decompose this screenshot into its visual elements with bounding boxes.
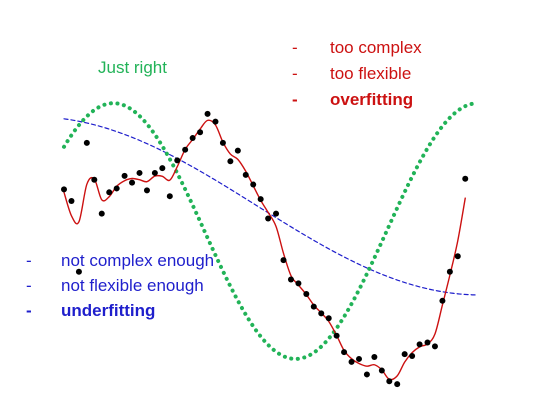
data-point xyxy=(159,165,165,171)
under-dash-2: - xyxy=(26,276,32,296)
data-point xyxy=(99,211,105,217)
data-point xyxy=(364,371,370,377)
data-point xyxy=(250,182,256,188)
data-point xyxy=(129,180,135,186)
data-point xyxy=(386,378,392,384)
data-point xyxy=(61,186,67,192)
data-point xyxy=(439,298,445,304)
data-point xyxy=(318,310,324,316)
data-point xyxy=(394,381,400,387)
over-text-3: overfitting xyxy=(330,90,413,110)
data-point xyxy=(447,269,453,275)
data-point xyxy=(235,148,241,154)
data-point xyxy=(137,170,143,176)
data-point xyxy=(349,359,355,365)
data-point xyxy=(402,351,408,357)
data-point xyxy=(114,185,120,191)
data-point xyxy=(281,257,287,263)
data-point xyxy=(334,333,340,339)
data-point xyxy=(122,173,128,179)
data-point xyxy=(409,353,415,359)
data-point xyxy=(432,343,438,349)
data-point xyxy=(295,280,301,286)
over-text-2: too flexible xyxy=(330,64,411,84)
under-text-1: not complex enough xyxy=(61,251,214,271)
data-point xyxy=(265,215,271,221)
data-point xyxy=(227,158,233,164)
data-point xyxy=(68,198,74,204)
data-point xyxy=(174,157,180,163)
data-point xyxy=(379,368,385,374)
data-point xyxy=(462,176,468,182)
data-point xyxy=(144,187,150,193)
over-dash-2: - xyxy=(292,64,298,84)
data-point xyxy=(258,196,264,202)
under-dash-3: - xyxy=(26,301,32,321)
data-point xyxy=(84,140,90,146)
data-point xyxy=(106,189,112,195)
under-text-3: underfitting xyxy=(61,301,155,321)
data-point xyxy=(197,129,203,135)
data-point xyxy=(303,291,309,297)
data-point xyxy=(205,111,211,117)
over-dash-1: - xyxy=(292,38,298,58)
data-point xyxy=(326,315,332,321)
data-point xyxy=(190,135,196,141)
over-dash-3: - xyxy=(292,90,298,110)
data-point xyxy=(417,341,423,347)
data-point xyxy=(288,277,294,283)
data-point xyxy=(311,304,317,310)
under-dash-1: - xyxy=(26,251,32,271)
over-text-1: too complex xyxy=(330,38,422,58)
data-point xyxy=(424,339,430,345)
data-point xyxy=(91,177,97,183)
data-point xyxy=(341,349,347,355)
data-point xyxy=(152,170,158,176)
data-point xyxy=(212,119,218,125)
data-point xyxy=(220,140,226,146)
under-text-2: not flexible enough xyxy=(61,276,204,296)
data-point xyxy=(243,172,249,178)
data-point xyxy=(167,193,173,199)
just-right-label: Just right xyxy=(98,58,167,78)
data-point xyxy=(273,211,279,217)
data-point xyxy=(455,253,461,259)
data-point xyxy=(371,354,377,360)
data-point xyxy=(182,147,188,153)
data-point xyxy=(356,356,362,362)
